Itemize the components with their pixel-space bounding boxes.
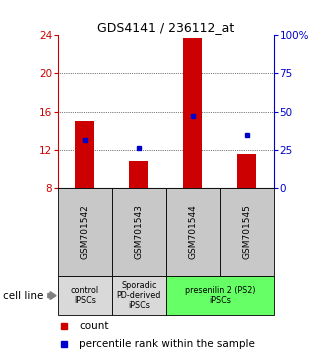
Text: percentile rank within the sample: percentile rank within the sample: [79, 339, 255, 349]
Bar: [220, 188, 274, 276]
Text: control
IPSCs: control IPSCs: [71, 286, 99, 305]
Bar: [129, 161, 148, 188]
Bar: [166, 188, 220, 276]
Bar: [112, 276, 166, 315]
Bar: [166, 276, 274, 315]
Text: GSM701544: GSM701544: [188, 205, 197, 259]
Title: GDS4141 / 236112_at: GDS4141 / 236112_at: [97, 21, 234, 34]
Bar: [183, 38, 202, 188]
FancyArrow shape: [48, 292, 56, 299]
Text: presenilin 2 (PS2)
iPSCs: presenilin 2 (PS2) iPSCs: [184, 286, 255, 305]
Text: GSM701543: GSM701543: [134, 204, 143, 259]
Bar: [237, 154, 256, 188]
Text: GSM701545: GSM701545: [242, 204, 251, 259]
Text: Sporadic
PD-derived
iPSCs: Sporadic PD-derived iPSCs: [116, 281, 161, 310]
Bar: [58, 276, 112, 315]
Bar: [58, 188, 112, 276]
Bar: [75, 121, 94, 188]
Text: count: count: [79, 321, 109, 331]
Bar: [112, 188, 166, 276]
Text: cell line: cell line: [3, 291, 44, 301]
Text: GSM701542: GSM701542: [80, 205, 89, 259]
